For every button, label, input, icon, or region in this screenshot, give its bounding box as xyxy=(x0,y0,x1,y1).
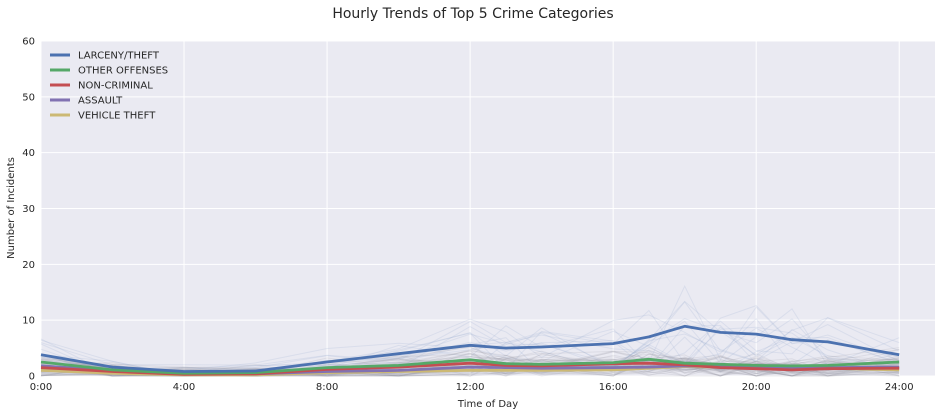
background-trace xyxy=(40,354,900,377)
y-tick-label: 10 xyxy=(22,316,35,327)
y-tick-label: 20 xyxy=(22,260,35,271)
x-tick-label: 24:00 xyxy=(885,382,914,393)
x-axis-label: Time of Day xyxy=(457,399,518,410)
series-lines xyxy=(40,324,900,377)
x-tick-label: 12:00 xyxy=(456,382,485,393)
y-tick-label: 40 xyxy=(22,148,35,159)
background-trace xyxy=(40,301,900,373)
x-tick-label: 20:00 xyxy=(742,382,771,393)
legend-label: LARCENY/THEFT xyxy=(78,51,160,62)
y-tick-label: 50 xyxy=(22,92,35,103)
background-trace xyxy=(40,326,900,371)
x-tick-label: 16:00 xyxy=(599,382,628,393)
x-tick-label: 0:00 xyxy=(30,382,52,393)
chart-title: Hourly Trends of Top 5 Crime Categories xyxy=(332,6,613,22)
y-tick-label: 30 xyxy=(22,204,35,215)
y-axis-label: Number of Incidents xyxy=(6,157,17,259)
series-line-other-offenses xyxy=(40,357,900,375)
series-line-larceny-theft xyxy=(40,324,900,373)
x-tick-label: 4:00 xyxy=(173,382,195,393)
axis-ticks: 0 10 20 30 40 50 60 0:00 4:00 8:00 12:00 16:00 20:00… xyxy=(22,37,913,394)
legend-label: VEHICLE THEFT xyxy=(78,111,156,122)
legend-label: NON-CRIMINAL xyxy=(78,81,153,92)
legend-label: OTHER OFFENSES xyxy=(78,66,168,77)
legend: LARCENY/THEFT OTHER OFFENSES NON-CRIMINAL A… xyxy=(50,51,168,122)
background-trace xyxy=(40,309,900,367)
x-tick-label: 8:00 xyxy=(316,382,338,393)
background-trace xyxy=(40,317,900,377)
y-tick-label: 0 xyxy=(29,372,35,383)
legend-label: ASSAULT xyxy=(78,96,123,107)
grid-lines xyxy=(40,40,935,377)
y-tick-label: 60 xyxy=(22,37,35,48)
